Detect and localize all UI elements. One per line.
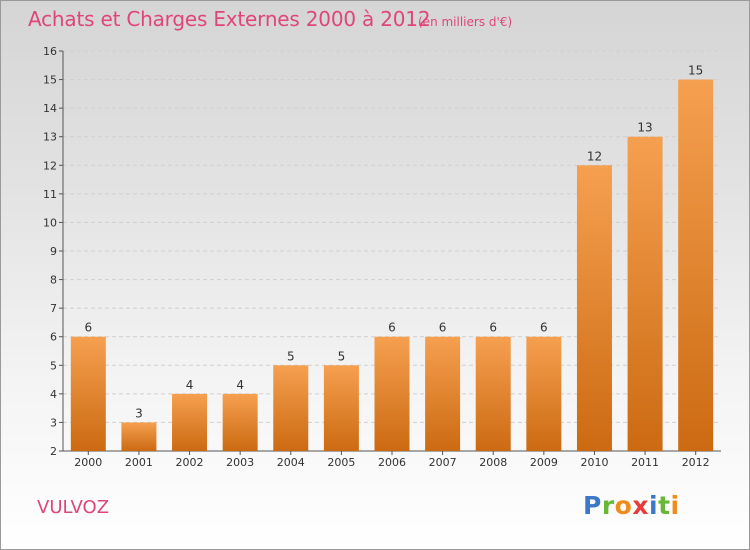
x-tick-label: 2011 [631, 456, 659, 469]
y-tick-label: 13 [43, 131, 57, 144]
bar [273, 365, 309, 451]
data-label: 15 [688, 64, 703, 78]
y-tick-label: 15 [43, 74, 57, 87]
bar [172, 393, 208, 451]
x-tick-label: 2009 [530, 456, 558, 469]
bar [222, 393, 258, 451]
y-tick-label: 12 [43, 159, 57, 172]
data-label: 12 [587, 149, 602, 163]
y-tick-label: 7 [50, 302, 57, 315]
data-label: 4 [236, 378, 244, 392]
data-label: 6 [489, 321, 497, 335]
y-tick-label: 10 [43, 216, 57, 229]
x-tick-label: 2010 [580, 456, 608, 469]
x-tick-label: 2000 [74, 456, 102, 469]
logo-letter: P [583, 491, 602, 520]
bar [121, 422, 157, 451]
bar [526, 336, 562, 451]
bar [323, 365, 359, 451]
commune-name: VULVOZ [37, 497, 110, 518]
bar [70, 336, 106, 451]
bar [374, 336, 410, 451]
logo-letter: x [632, 491, 649, 520]
x-tick-label: 2012 [682, 456, 710, 469]
y-tick-label: 8 [50, 274, 57, 287]
bar [475, 336, 511, 451]
y-tick-label: 16 [43, 45, 57, 58]
data-label: 6 [540, 321, 548, 335]
y-tick-label: 14 [43, 102, 57, 115]
logo-letter: i [649, 491, 659, 520]
data-label: 4 [186, 378, 194, 392]
data-label: 6 [84, 321, 92, 335]
proxiti-logo: Proxiti [583, 491, 680, 520]
x-tick-label: 2002 [176, 456, 204, 469]
y-tick-label: 11 [43, 188, 57, 201]
logo-letter: i [670, 491, 680, 520]
logo-letter: t [658, 491, 671, 520]
chart-subtitle: (en milliers d'€) [418, 15, 513, 29]
x-tick-label: 2008 [479, 456, 507, 469]
bar [678, 79, 714, 452]
data-label: 3 [135, 406, 143, 420]
bar [627, 136, 663, 451]
y-tick-label: 5 [50, 359, 57, 372]
chart-title: Achats et Charges Externes 2000 à 2012 [28, 7, 431, 31]
y-tick-label: 6 [50, 331, 57, 344]
data-label: 5 [287, 349, 295, 363]
x-tick-label: 2001 [125, 456, 153, 469]
x-tick-label: 2003 [226, 456, 254, 469]
data-label: 13 [637, 121, 652, 135]
x-tick-label: 2007 [429, 456, 457, 469]
data-label: 6 [388, 321, 396, 335]
bar [425, 336, 461, 451]
y-tick-label: 9 [50, 245, 57, 258]
y-tick-label: 4 [50, 388, 57, 401]
data-label: 5 [338, 349, 346, 363]
y-tick-label: 2 [50, 445, 57, 458]
logo-letter: r [601, 491, 615, 520]
data-label: 6 [439, 321, 447, 335]
x-tick-label: 2005 [327, 456, 355, 469]
x-tick-label: 2006 [378, 456, 406, 469]
y-tick-label: 3 [50, 416, 57, 429]
x-tick-label: 2004 [277, 456, 305, 469]
logo-letter: o [614, 491, 633, 520]
bar [576, 165, 612, 452]
